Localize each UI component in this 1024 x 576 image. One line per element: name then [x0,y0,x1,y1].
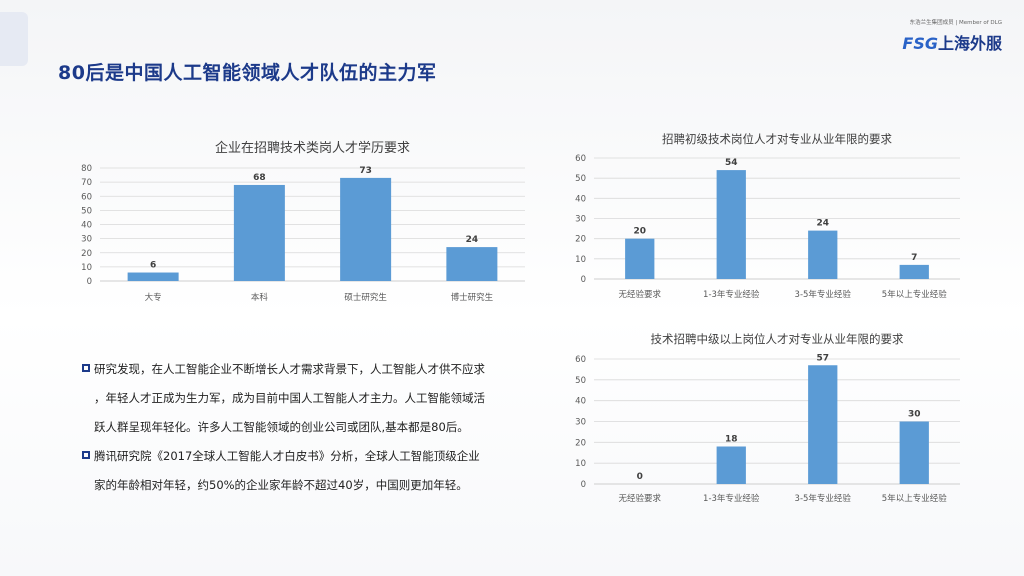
square-bullet-icon [82,364,90,372]
bar [808,230,838,279]
y-tick-label: 70 [81,178,92,188]
y-tick-label: 0 [581,275,586,285]
bar [899,264,929,279]
education-requirement-chart-title: 企业在招聘技术类岗人才学历要求 [215,140,410,156]
bar [716,170,746,279]
y-tick-label: 50 [575,376,586,386]
bar [716,446,746,484]
x-tick-label: 硕士研究生 [344,292,387,303]
bar [127,272,179,281]
finding-item-2: 腾讯研究院《2017全球人工智能人才白皮书》分析，全球人工智能顶级企业 家的年龄… [82,442,542,500]
y-tick-label: 50 [575,174,586,184]
y-tick-label: 30 [575,215,586,225]
data-label: 0 [637,472,643,482]
y-tick-label: 60 [575,154,586,164]
logo-brand: FSG上海外服 [902,30,1002,54]
square-bullet-icon [82,451,90,459]
bar [340,177,392,281]
finding-line: 家的年龄相对年轻，约50%的企业家年龄不超过40岁，中国则更加年轻。 [94,478,468,492]
bar [808,365,838,484]
x-tick-label: 1-3年专业经验 [703,493,760,504]
junior-experience-chart: 招聘初级技术岗位人才对专业从业年限的要求 0 10 20 30 40 50 60 20 无经验要求… [575,132,960,300]
x-tick-label: 3-5年专业经验 [795,493,852,504]
data-label: 24 [816,219,829,229]
senior-experience-chart: 技术招聘中级以上岗位人才对专业从业年限的要求 0 10 20 30 40 50 60 0 无经验要… [575,332,960,504]
x-tick-label: 5年以上专业经验 [882,289,947,300]
y-tick-label: 40 [81,221,92,231]
company-logo: 东浩兰生集团成员 | Member of DLG FSG上海外服 [842,18,1002,58]
bar [446,247,498,281]
y-tick-label: 0 [87,277,92,287]
y-tick-label: 30 [81,235,92,245]
data-label: 24 [466,235,479,245]
y-tick-label: 20 [575,235,586,245]
findings-list: 研究发现，在人工智能企业不断增长人才需求背景下，人工智能人才供不应求 ，年轻人才… [82,355,542,500]
finding-line: 研究发现，在人工智能企业不断增长人才需求背景下，人工智能人才供不应求 [94,362,485,376]
y-tick-label: 30 [575,418,586,428]
corner-accent [0,12,28,66]
data-label: 68 [253,173,266,183]
senior-experience-chart-title: 技术招聘中级以上岗位人才对专业从业年限的要求 [651,332,904,346]
data-label: 57 [816,353,829,363]
bar [625,238,655,279]
x-tick-label: 本科 [251,292,269,303]
y-tick-label: 60 [81,192,92,202]
bar [899,421,929,484]
y-tick-label: 0 [581,480,586,490]
y-tick-label: 20 [81,249,92,259]
data-label: 20 [633,227,646,237]
finding-line: 跃人群呈现年轻化。许多人工智能领域的创业公司或团队,基本都是80后。 [94,420,469,434]
y-tick-label: 40 [575,397,586,407]
x-tick-label: 5年以上专业经验 [882,493,947,504]
finding-line: ，年轻人才正成为生力军，成为目前中国人工智能人才主力。人工智能领域活 [94,391,485,405]
education-requirement-chart: 企业在招聘技术类岗人才学历要求 0 10 20 30 40 50 60 70 80 6 大专 68 本科 7… [81,140,525,303]
y-tick-label: 10 [575,255,586,265]
data-label: 7 [911,253,917,263]
data-label: 30 [908,410,921,420]
page-title: 80后是中国人工智能领域人才队伍的主力军 [58,62,437,84]
finding-line: 腾讯研究院《2017全球人工智能人才白皮书》分析，全球人工智能顶级企业 [94,449,480,463]
finding-item-1: 研究发现，在人工智能企业不断增长人才需求背景下，人工智能人才供不应求 ，年轻人才… [82,355,542,442]
x-tick-label: 大专 [145,292,162,303]
data-label: 54 [725,158,738,168]
x-tick-label: 1-3年专业经验 [703,289,760,300]
junior-experience-chart-title: 招聘初级技术岗位人才对专业从业年限的要求 [662,132,892,146]
logo-brand-cn: 上海外服 [937,34,1002,53]
y-tick-label: 60 [575,355,586,365]
x-tick-label: 3-5年专业经验 [795,289,852,300]
x-tick-label: 无经验要求 [618,493,661,504]
bar [233,184,285,281]
data-label: 18 [725,435,738,445]
y-tick-label: 50 [81,206,92,216]
logo-brand-latin: FSG [902,34,938,53]
data-label: 73 [359,166,372,176]
y-tick-label: 20 [575,438,586,448]
y-tick-label: 10 [81,263,92,273]
x-tick-label: 无经验要求 [618,289,661,300]
y-tick-label: 10 [575,459,586,469]
y-tick-label: 40 [575,194,586,204]
data-label: 6 [150,261,156,271]
x-tick-label: 博士研究生 [451,292,494,303]
y-tick-label: 80 [81,164,92,174]
logo-member-text: 东浩兰生集团成员 | Member of DLG [909,20,1002,26]
